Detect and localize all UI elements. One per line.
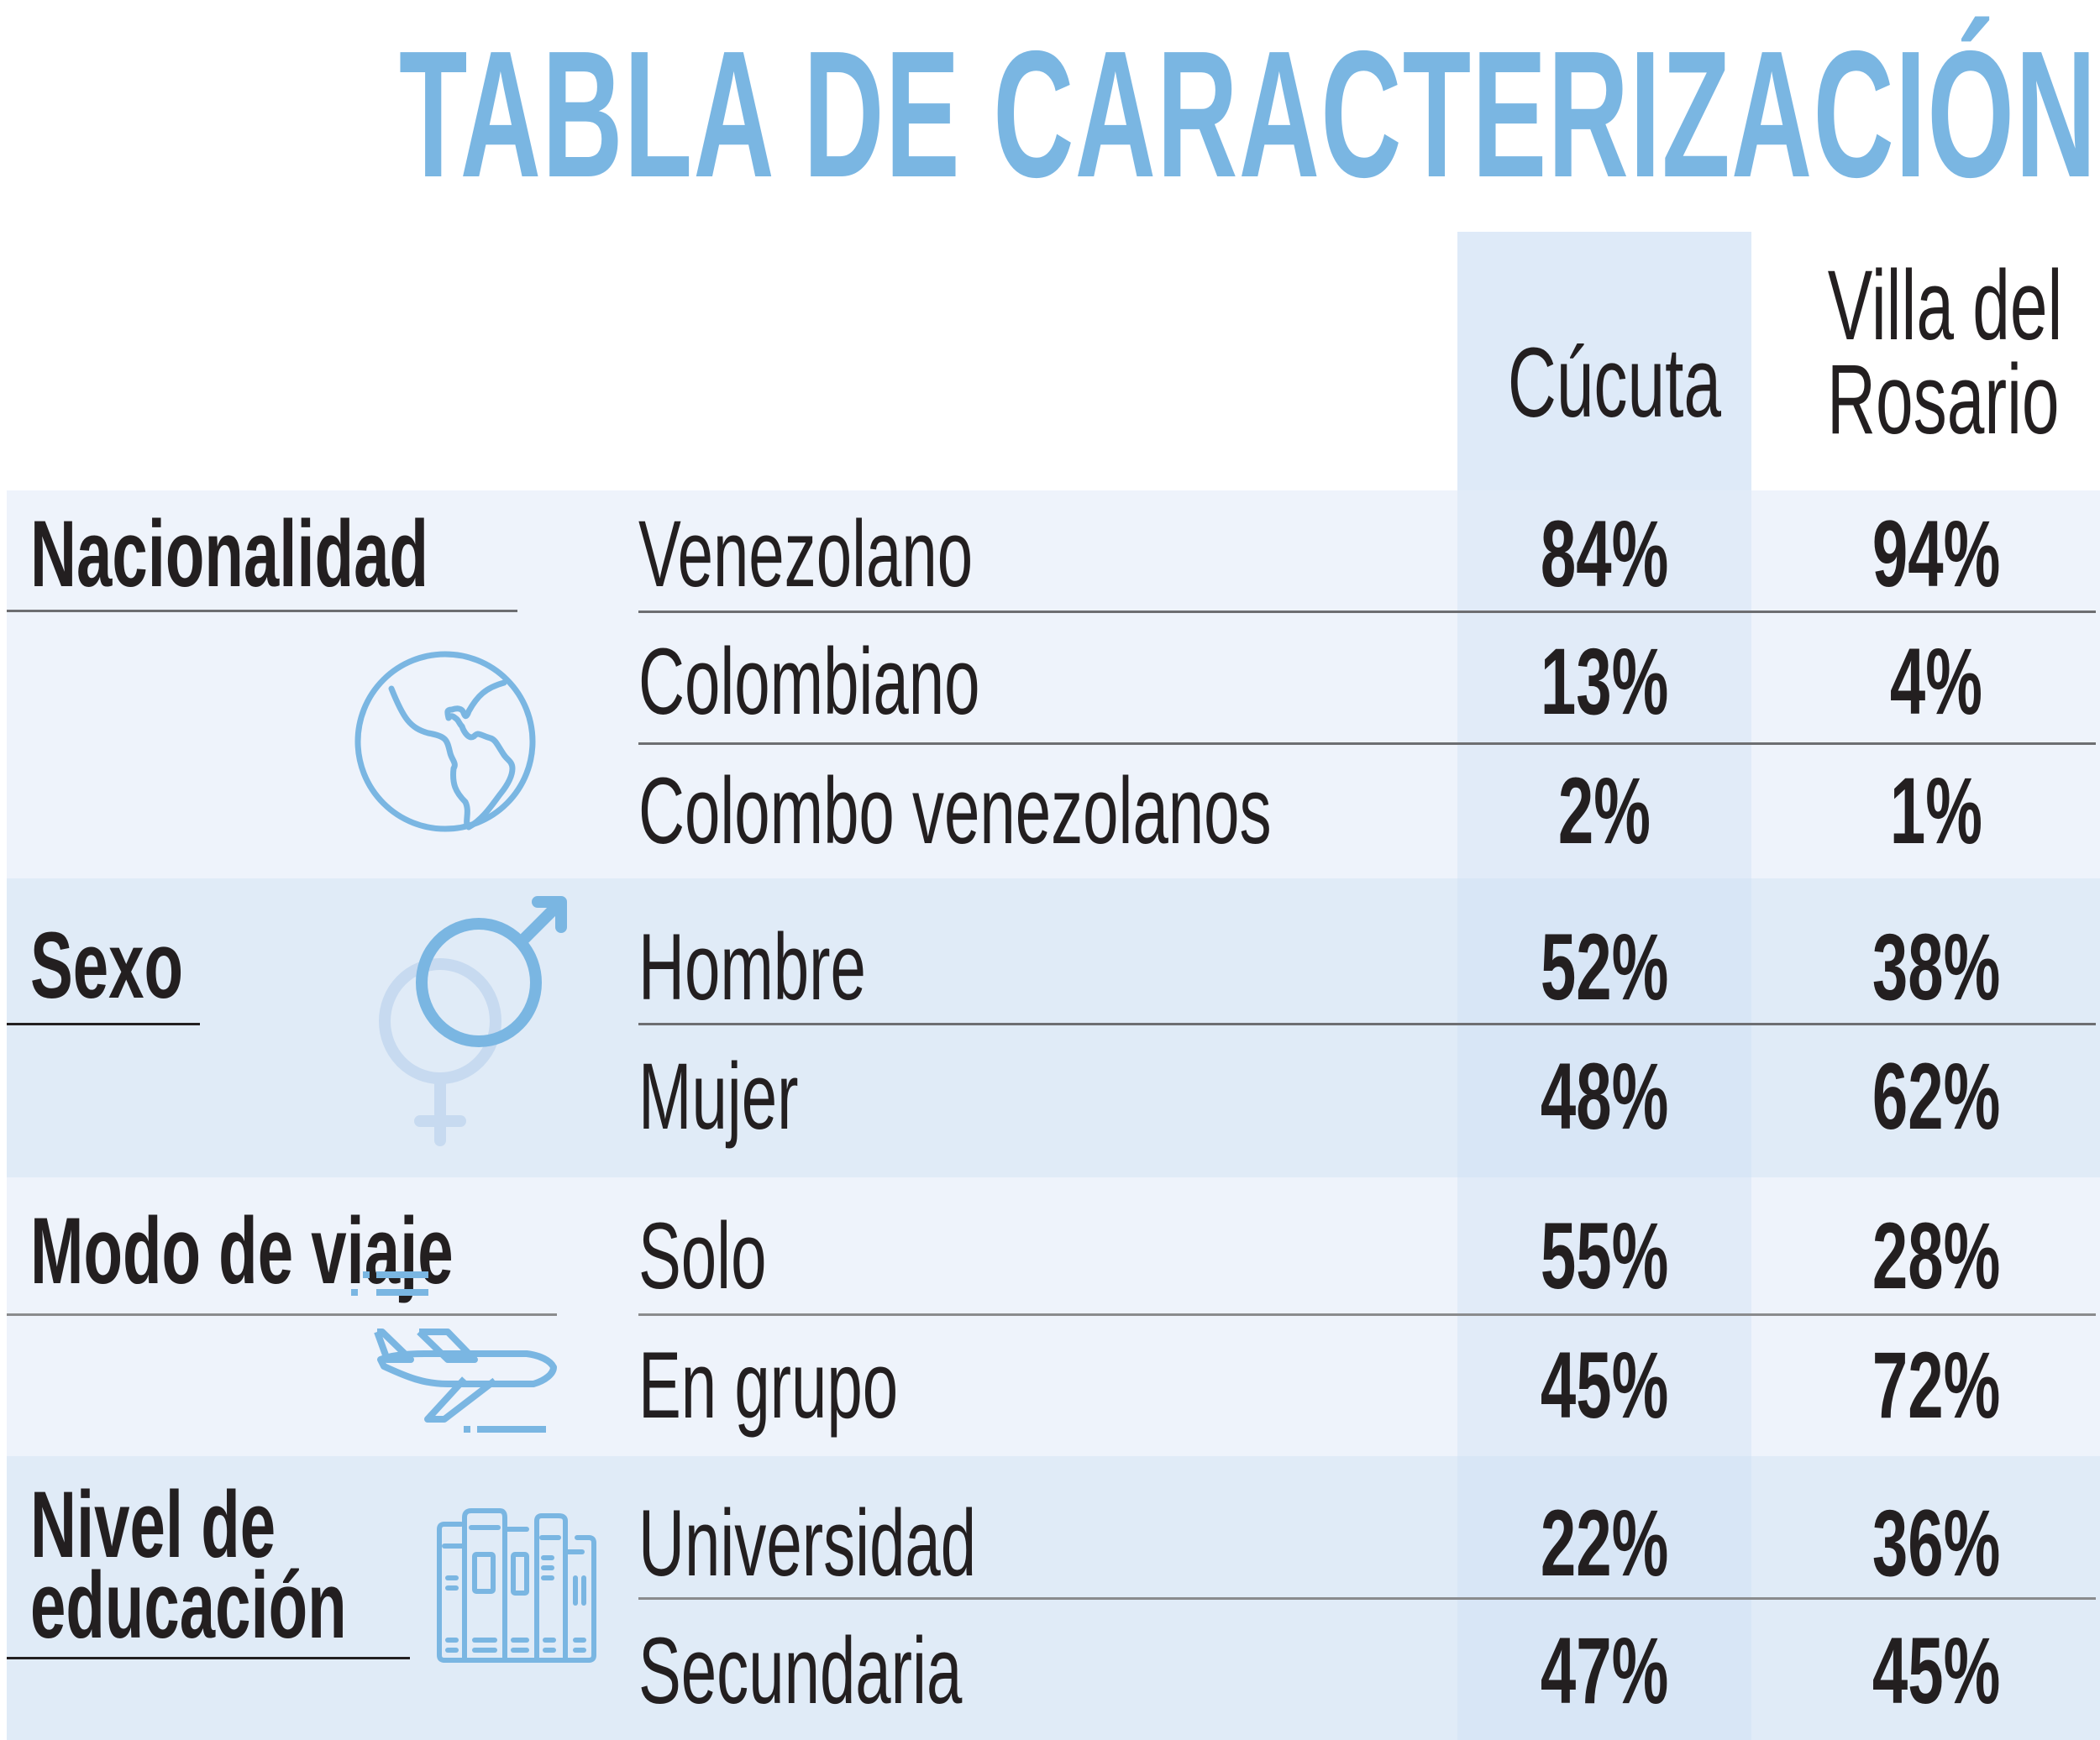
column-header-cucuta: Cúcuta	[1507, 328, 1722, 438]
row-divider	[638, 1023, 2096, 1025]
category-divider	[7, 1023, 200, 1025]
row-divider	[638, 1313, 2096, 1316]
value-cucuta: 45%	[1540, 1333, 1669, 1438]
category-divider	[7, 1313, 557, 1316]
gender-icon	[353, 890, 571, 1159]
value-villa-del-rosario: 38%	[1872, 915, 2001, 1019]
category-label-nacionalidad: Nacionalidad	[30, 501, 428, 606]
row-label: Mujer	[638, 1044, 799, 1149]
category-divider	[7, 1657, 410, 1659]
category-divider	[7, 610, 517, 612]
row-label: Solo	[638, 1203, 767, 1308]
row-label: Hombre	[638, 915, 866, 1019]
value-villa-del-rosario: 94%	[1872, 501, 2001, 606]
category-label-modo-de-viaje: Modo de viaje	[30, 1198, 454, 1303]
value-cucuta: 13%	[1540, 629, 1669, 734]
band-modo-viaje	[7, 1177, 2100, 1456]
value-villa-del-rosario: 45%	[1872, 1618, 2001, 1723]
category-label-line2: educación	[30, 1553, 347, 1658]
column-header-villa-line2: Rosario	[1827, 344, 2060, 455]
value-cucuta: 48%	[1540, 1044, 1669, 1149]
row-divider	[638, 611, 2096, 613]
row-label: Venezolano	[638, 501, 974, 606]
row-divider	[638, 1597, 2096, 1600]
value-villa-del-rosario: 36%	[1872, 1491, 2001, 1596]
row-label: Colombiano	[638, 629, 980, 734]
globe-icon	[353, 651, 538, 836]
value-cucuta: 2%	[1557, 758, 1651, 863]
category-label-sexo: Sexo	[30, 913, 184, 1018]
row-label: En grupo	[638, 1333, 899, 1438]
value-villa-del-rosario: 62%	[1872, 1044, 2001, 1149]
value-cucuta: 52%	[1540, 915, 1669, 1019]
cucuta-column-highlight	[1457, 232, 1751, 1740]
row-label: Colombo venezolanos	[638, 758, 1272, 863]
value-cucuta: 55%	[1540, 1203, 1669, 1308]
value-villa-del-rosario: 72%	[1872, 1333, 2001, 1438]
page-title: TABLA DE CARACTERIZACIÓN	[399, 13, 2097, 215]
airplane-icon	[340, 1268, 575, 1444]
value-cucuta: 47%	[1540, 1618, 1669, 1723]
books-icon	[433, 1506, 601, 1665]
category-label-line1: Nivel de	[30, 1472, 276, 1577]
value-cucuta: 84%	[1540, 501, 1669, 606]
column-header-villa-del-rosario: Villa del Rosario	[1772, 250, 2100, 455]
band-nacionalidad	[7, 490, 2100, 878]
row-divider	[638, 742, 2096, 745]
column-header-villa-line1: Villa del	[1827, 250, 2063, 361]
band-sexo	[7, 878, 2100, 1177]
value-villa-del-rosario: 28%	[1872, 1203, 2001, 1308]
category-label-nivel-de-educacion: Nivel de educación	[30, 1472, 496, 1658]
row-label: Universidad	[638, 1491, 977, 1596]
row-label: Secundaria	[638, 1618, 963, 1723]
value-cucuta: 22%	[1540, 1491, 1669, 1596]
value-villa-del-rosario: 1%	[1889, 758, 1983, 863]
value-villa-del-rosario: 4%	[1889, 629, 1983, 734]
cucuta-header-background	[1457, 232, 1751, 490]
